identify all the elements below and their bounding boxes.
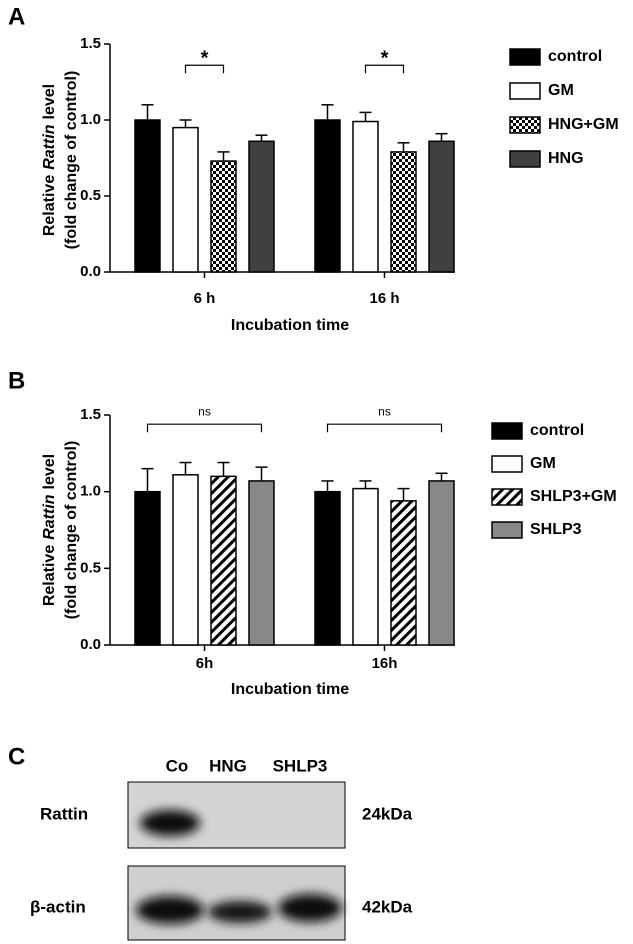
y-tick-label: 1.0 [80,111,101,128]
legend-label: control [548,48,602,65]
legend-swatch [491,521,523,539]
y-tick-label: 0.5 [80,187,101,204]
band [208,901,272,923]
legend-label: SHLP3 [530,521,582,538]
legend-swatch [509,48,541,66]
lane-label: Co [166,756,189,775]
significance-label: ns [378,404,391,418]
significance-bracket [184,64,225,74]
bar [134,490,161,646]
legend-label: GM [530,455,556,472]
legend-swatch [509,150,541,168]
bar [428,480,455,646]
legend-swatch [491,455,523,473]
legend-swatch [509,82,541,100]
bar [428,140,455,273]
y-axis-label: Relative Rattin level [41,454,58,606]
bar [390,151,417,273]
legend-label: SHLP3+GM [530,488,617,505]
y-axis-label-part: Relative [41,175,58,236]
panel-label: A [8,3,25,30]
band [136,896,204,924]
row-label: β-actin [30,897,86,916]
bar [248,480,275,646]
legend-label: HNG [548,150,584,167]
y-axis-label: Relative Rattin level [41,84,58,236]
legend-swatch [509,116,541,134]
legend-label: HNG+GM [548,116,619,133]
y-tick-label: 1.5 [80,406,101,423]
size-label: 24kDa [362,804,413,823]
y-axis-label-part: Rattin [41,494,58,540]
y-axis-label: (fold change of control) [63,441,80,620]
legend-swatch [491,422,523,440]
bar [314,490,341,646]
lane-label: HNG [209,756,247,775]
y-axis-label-part: Relative [41,545,58,606]
bar [248,140,275,273]
panel-label: C [8,743,25,770]
significance-label: ns [198,404,211,418]
x-tick-label: 6 h [194,290,216,307]
significance-label: * [201,48,209,70]
y-axis-label-part: level [41,454,58,490]
y-tick-label: 1.5 [80,35,101,52]
bar [172,126,199,273]
legend-label: GM [548,82,574,99]
y-tick-label: 0.0 [80,636,101,653]
bar [352,120,379,273]
x-tick-label: 16h [372,655,398,672]
band [278,894,342,922]
x-axis-label: Incubation time [231,681,349,698]
bar [314,119,341,273]
western-blot: C Co HNG SHLP3 Rattin β-actin 24kDa 42kD… [8,743,413,941]
x-tick-label: 16 h [369,290,399,307]
bar [210,160,237,273]
bar [390,500,417,646]
y-axis-label: (fold change of control) [63,71,80,250]
significance-label: * [381,48,389,70]
y-tick-label: 0.5 [80,559,101,576]
bar [352,487,379,646]
row-label: Rattin [40,804,88,823]
significance-bracket [146,423,263,433]
size-label: 42kDa [362,897,413,916]
panel-label: B [8,367,25,394]
legend-swatch [491,488,523,506]
y-tick-label: 0.0 [80,263,101,280]
y-tick-label: 1.0 [80,483,101,500]
x-tick-label: 6h [196,655,214,672]
legend-label: control [530,422,584,439]
y-axis-label-part: Rattin [41,124,58,170]
bar [210,475,237,646]
bar [172,474,199,646]
significance-bracket [364,64,405,74]
lane-label: SHLP3 [273,756,328,775]
significance-bracket [326,423,443,433]
bar [134,119,161,273]
x-axis-label: Incubation time [231,317,349,334]
band [140,810,200,836]
y-axis-label-part: level [41,84,58,120]
